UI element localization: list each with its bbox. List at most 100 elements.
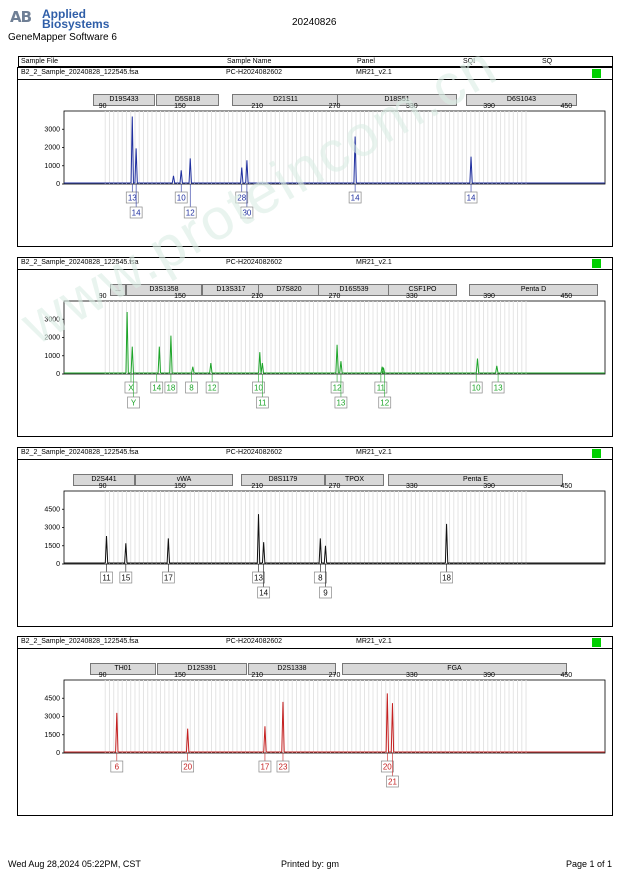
allele-label: 12 — [208, 384, 217, 393]
allele-label-box — [240, 206, 254, 219]
sample-info-row: B2_2_Sample_20240828_122545.fsa PC-H2024… — [18, 448, 612, 460]
marker-label: FGA — [342, 663, 567, 675]
marker-label: D21S11 — [232, 94, 339, 106]
allele-label-box — [256, 396, 269, 409]
allele-label-box — [330, 381, 344, 394]
allele-label: 13 — [336, 399, 345, 408]
x-tick-label: 390 — [483, 103, 495, 110]
allele-label: Y — [131, 399, 137, 408]
marker-label: D3S1358 — [126, 284, 202, 296]
electropherogram-plot: 90 150 210 270 330 390 450 0 1000 2000 3000 XY 14 18 8… — [44, 293, 606, 409]
allele-label-box — [181, 760, 195, 773]
marker-label: Penta E — [388, 474, 563, 486]
allele-label: 23 — [279, 763, 288, 772]
allele-label-box — [110, 760, 124, 773]
allele-label-box — [374, 381, 388, 394]
allele-label-box — [258, 760, 272, 773]
y-tick-label: 0 — [56, 181, 60, 188]
x-tick-label: 330 — [406, 293, 418, 300]
marker-label: D2S441 — [73, 474, 135, 486]
allele-label-box — [185, 381, 198, 394]
marker-label: D2S1338 — [248, 663, 336, 675]
allele-label: 14 — [467, 194, 476, 203]
allele-label-box — [183, 206, 197, 219]
allele-label-box — [100, 571, 113, 584]
allele-label-box — [440, 571, 453, 584]
x-tick-label: 210 — [251, 293, 263, 300]
y-tick-label: 3000 — [44, 714, 60, 721]
electropherogram-panel-red: B2_2_Sample_20240828_122545.fsa PC-H2024… — [17, 636, 613, 816]
logo-mark: AB — [10, 8, 32, 26]
y-tick-label: 0 — [56, 561, 60, 568]
software-name: GeneMapper Software 6 — [8, 32, 117, 43]
allele-label-box — [161, 571, 175, 584]
allele-label-box — [252, 381, 265, 394]
x-tick-label: 270 — [329, 103, 341, 110]
allele-label: 20 — [383, 763, 392, 772]
allele-label-box — [125, 191, 139, 204]
allele-label: 13 — [494, 384, 503, 393]
allele-label: 13 — [254, 574, 263, 583]
marker-label: TPOX — [325, 474, 384, 486]
allele-label: 30 — [242, 209, 251, 218]
y-tick-label: 0 — [56, 750, 60, 757]
marker-label: D18S51 — [337, 94, 457, 106]
sq-status-indicator — [592, 449, 601, 458]
column-header-row: Sample File Sample Name Panel SQI SQ — [18, 56, 613, 67]
sq-status-indicator — [592, 259, 601, 268]
allele-label: 12 — [333, 384, 342, 393]
x-tick-label: 450 — [561, 483, 573, 490]
sample-name: PC-H2024082602 — [226, 449, 283, 456]
allele-label: 13 — [128, 194, 137, 203]
marker-label: CSF1PO — [388, 284, 457, 296]
sample-name: PC-H2024082602 — [226, 259, 283, 266]
allele-label: 10 — [254, 384, 263, 393]
x-tick-label: 450 — [561, 103, 573, 110]
marker-label: TH01 — [90, 663, 156, 675]
sq-status-indicator — [592, 638, 601, 647]
date-code: 20240826 — [292, 17, 337, 28]
marker-label: Penta D — [469, 284, 598, 296]
logo-text-biosystems: Biosystems — [42, 17, 110, 31]
allele-label-box — [119, 571, 133, 584]
allele-label-box — [150, 381, 164, 394]
panel-name: MR21_v2.1 — [356, 449, 392, 456]
y-tick-label: 3000 — [44, 126, 60, 133]
column-sq: SQ — [542, 58, 553, 65]
trace-line — [64, 311, 605, 374]
column-sqi: SQI — [463, 58, 476, 65]
electropherogram-panel-black: B2_2_Sample_20240828_122545.fsa PC-H2024… — [17, 447, 613, 627]
sample-name: PC-H2024082602 — [226, 638, 283, 645]
allele-label: 11 — [377, 384, 386, 393]
panel-name: MR21_v2.1 — [356, 259, 392, 266]
trace-line — [64, 514, 605, 564]
allele-label: 14 — [259, 589, 268, 598]
column-sample-name: Sample Name — [227, 58, 272, 65]
allele-label: 9 — [323, 589, 328, 598]
allele-label: 8 — [318, 574, 323, 583]
allele-label-box — [257, 586, 271, 599]
x-tick-label: 330 — [406, 672, 418, 679]
allele-label: 14 — [152, 384, 161, 393]
x-tick-label: 450 — [561, 293, 573, 300]
allele-label: 12 — [380, 399, 389, 408]
sample-file: B2_2_Sample_20240828_122545.fsa — [21, 638, 139, 645]
x-tick-label: 450 — [561, 672, 573, 679]
allele-label: 11 — [102, 574, 111, 583]
x-tick-label: 210 — [251, 483, 263, 490]
x-tick-label: 270 — [329, 293, 341, 300]
marker-label: D12S391 — [157, 663, 247, 675]
allele-label: 28 — [237, 194, 246, 203]
sample-name: PC-H2024082602 — [226, 69, 283, 76]
x-tick-label: 90 — [99, 103, 107, 110]
x-tick-label: 390 — [483, 293, 495, 300]
allele-label-box — [124, 381, 138, 394]
allele-label-box — [464, 191, 478, 204]
y-tick-label: 4500 — [44, 506, 60, 513]
allele-label: X — [128, 384, 134, 393]
allele-label: 17 — [164, 574, 173, 583]
allele-label: 18 — [442, 574, 451, 583]
column-panel: Panel — [357, 58, 375, 65]
allele-label-box — [348, 191, 362, 204]
